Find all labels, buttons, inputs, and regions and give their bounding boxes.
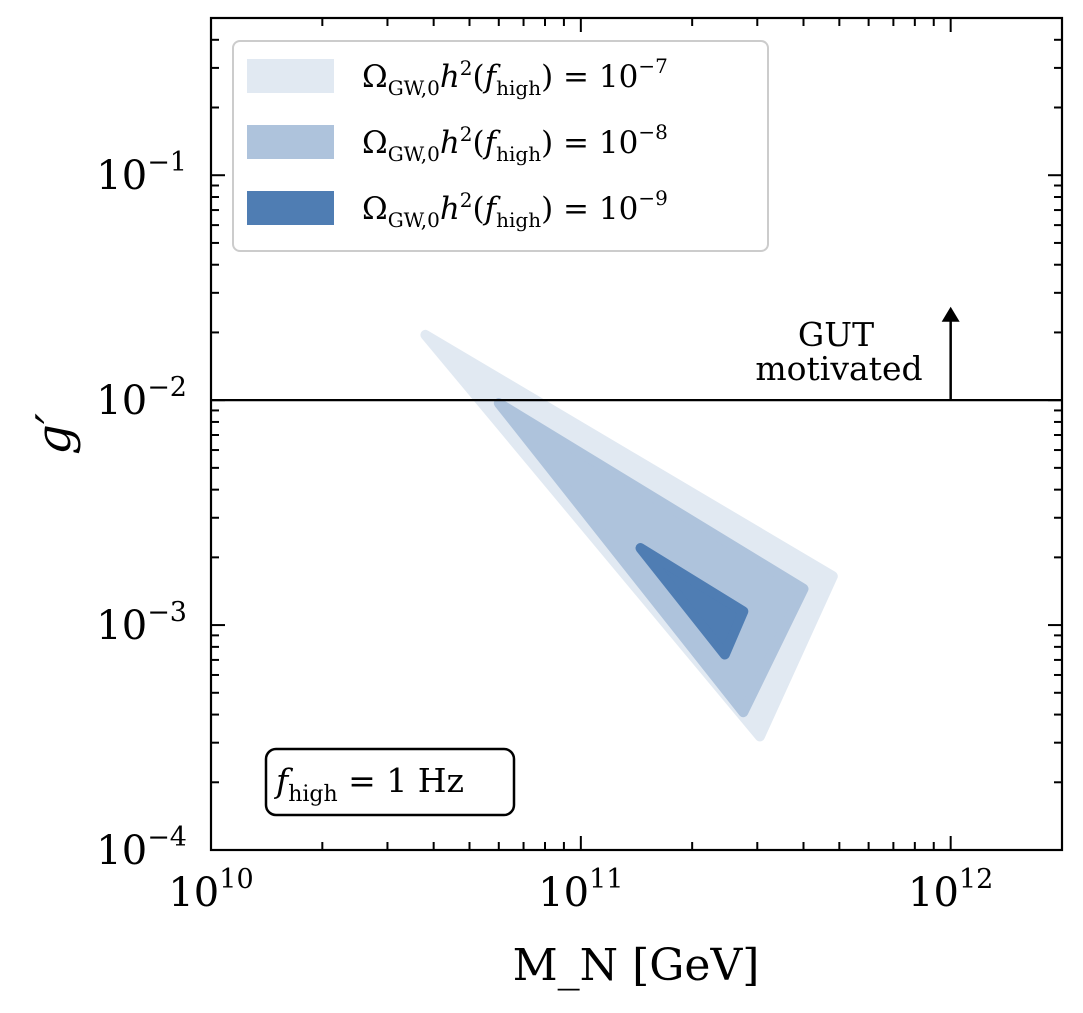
textbox-border	[264, 747, 516, 817]
x-tick-label: 1012	[908, 864, 993, 916]
legend-label: ΩGW,0h2(fhigh) = 10−8	[362, 120, 668, 166]
legend: ΩGW,0h2(fhigh) = 10−7 ΩGW,0h2(fhigh) = 10…	[232, 40, 769, 252]
plot-frame	[209, 16, 1064, 852]
legend-label: ΩGW,0h2(fhigh) = 10−9	[362, 186, 668, 232]
y-axis-label: g′	[26, 413, 82, 455]
x-tick-label: 1011	[538, 864, 623, 916]
legend-label: ΩGW,0h2(fhigh) = 10−7	[362, 54, 668, 100]
tick-labels: 1010 1011 1012 10−4 10−3 10−2 10−1	[96, 147, 993, 916]
frequency-textbox: fhigh = 1 Hz	[264, 747, 516, 817]
legend-swatch	[247, 125, 334, 159]
legend-swatch	[247, 191, 334, 225]
x-tick-label: 1010	[168, 864, 253, 916]
regions-layer	[420, 329, 838, 742]
y-tick-label: 10−2	[96, 372, 187, 424]
legend-swatch	[247, 59, 334, 93]
gut-arrow-head	[941, 306, 960, 322]
y-tick-label: 10−1	[96, 147, 187, 199]
x-axis-label: M_N [GeV]	[513, 940, 760, 991]
y-tick-label: 10−4	[96, 822, 187, 874]
ticks-layer	[210, 17, 1063, 851]
gut-label-line2: motivated	[755, 349, 922, 388]
textbox-label: fhigh = 1 Hz	[273, 761, 464, 807]
y-tick-label: 10−3	[96, 597, 187, 649]
region-3	[635, 543, 749, 660]
legend-box	[232, 40, 769, 252]
gut-label-line1: GUT	[798, 315, 874, 354]
